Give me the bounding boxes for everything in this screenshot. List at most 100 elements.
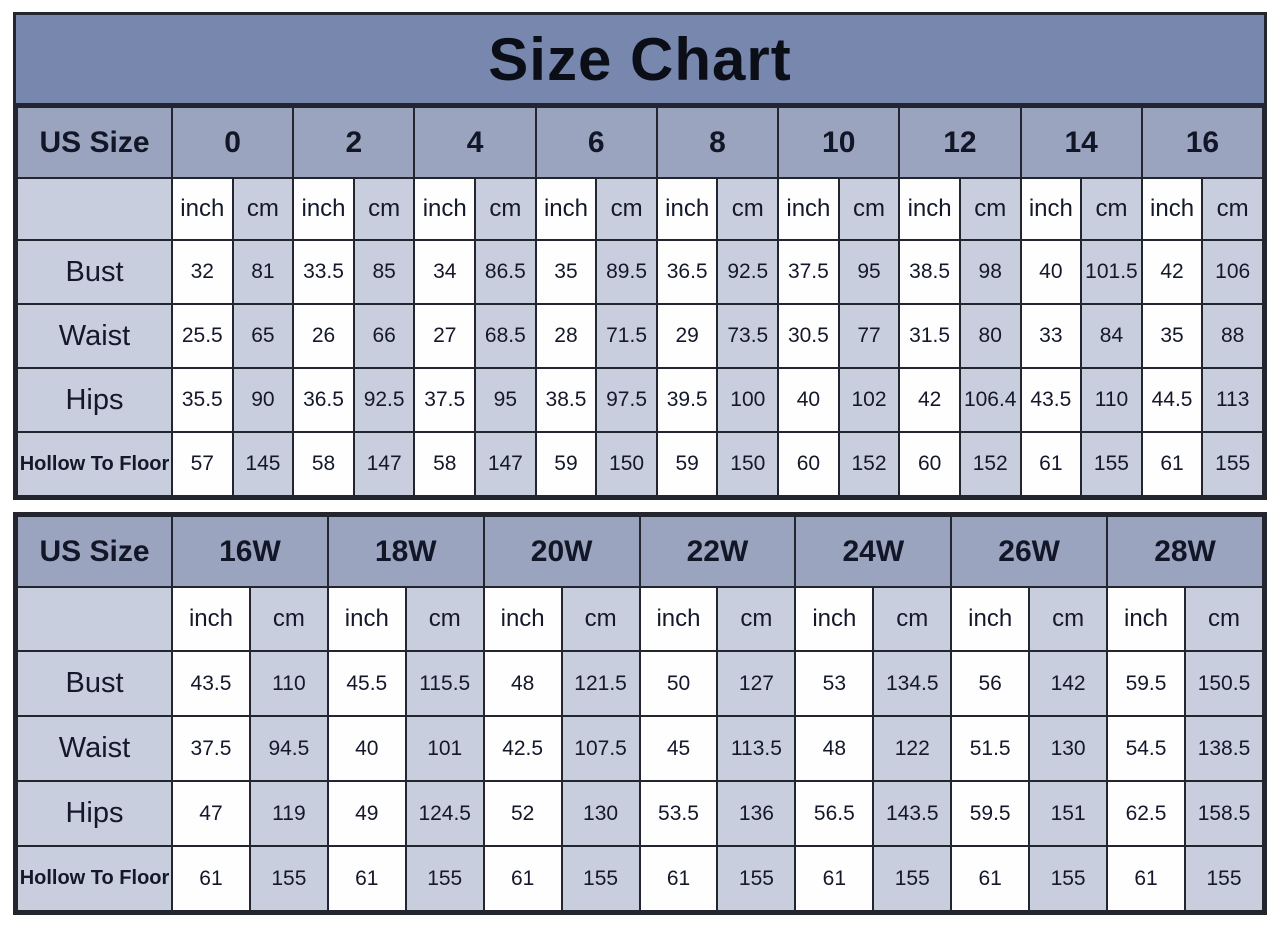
inch-value-cell: 31.5 [898, 303, 961, 369]
measurement-label: Hips [16, 780, 173, 847]
cm-value-cell: 77 [837, 303, 901, 369]
inch-value-cell: 35.5 [171, 367, 234, 433]
inch-value-cell: 48 [482, 650, 563, 717]
size-header-10: 10 [777, 106, 901, 179]
inch-value-cell: 52 [482, 780, 563, 847]
cm-value-cell: 66 [352, 303, 416, 369]
cm-value-cell: 119 [248, 780, 329, 847]
size-header-0: 0 [170, 106, 295, 179]
cm-value-cell: 151 [1028, 780, 1109, 847]
unit-header-inch: inch [413, 177, 477, 241]
cm-value-cell: 143.5 [872, 780, 953, 847]
cm-value-cell: 95 [474, 367, 537, 433]
cm-value-cell: 113 [1201, 367, 1264, 433]
unit-header-inch: inch [534, 177, 598, 241]
inch-value-cell: 36.5 [292, 367, 355, 433]
size-header-22w: 22W [638, 515, 797, 588]
inch-value-cell: 54.5 [1106, 715, 1186, 782]
standard-sizes-table: US Size 0 2 4 6 8 10 12 14 16 inch cm inch cm inch cm in… [16, 106, 1265, 497]
measurement-label: Waist [16, 303, 173, 369]
measurement-label: Bust [16, 239, 173, 305]
cm-value-cell: 121.5 [560, 650, 641, 717]
unit-header-row: inch cm inch cm inch cm inch cm inch cm inch cm inch… [16, 586, 1265, 652]
cm-value-cell: 97.5 [595, 367, 658, 433]
inch-value-cell: 36.5 [655, 239, 719, 305]
measurement-row: Hips 47 119 49 124.5 52 130 53.5 136 56.5 143.5 59.… [16, 780, 1265, 847]
measurement-row: Bust 43.5 110 45.5 115.5 48 121.5 50 127 53 134.5 5… [16, 650, 1265, 717]
unit-header-cm: cm [837, 177, 901, 241]
inch-value-cell: 40 [326, 715, 407, 782]
inch-value-cell: 59 [534, 431, 598, 497]
cm-value-cell: 155 [716, 845, 797, 912]
size-header-18w: 18W [326, 515, 485, 588]
cm-value-cell: 142 [1028, 650, 1109, 717]
unit-header-row: inch cm inch cm inch cm inch cm inch cm inch cm inch… [16, 177, 1264, 241]
size-header-24w: 24W [794, 515, 953, 588]
size-header-20w: 20W [482, 515, 641, 588]
inch-value-cell: 35 [534, 239, 598, 305]
unit-header-cm: cm [1201, 177, 1264, 241]
cm-value-cell: 102 [837, 367, 901, 433]
size-header-14: 14 [1019, 106, 1143, 179]
cm-value-cell: 110 [1080, 367, 1143, 433]
inch-value-cell: 38.5 [898, 239, 961, 305]
cm-value-cell: 95 [837, 239, 901, 305]
chart-title: Size Chart [16, 15, 1264, 106]
unit-header-cm: cm [352, 177, 416, 241]
inch-value-cell: 32 [171, 239, 234, 305]
unit-header-cm: cm [404, 586, 485, 652]
inch-value-cell: 47 [171, 780, 251, 847]
cm-value-cell: 101 [404, 715, 485, 782]
inch-value-cell: 57 [171, 431, 234, 497]
inch-value-cell: 60 [777, 431, 840, 497]
cm-value-cell: 100 [716, 367, 780, 433]
inch-value-cell: 49 [326, 780, 407, 847]
size-header-6: 6 [534, 106, 658, 179]
plus-sizes-section: US Size 16W 18W 20W 22W 24W 26W 28W inch cm inch cm… [13, 512, 1267, 915]
inch-value-cell: 25.5 [171, 303, 234, 369]
unit-header-cm: cm [248, 586, 329, 652]
unit-header-cm: cm [474, 177, 537, 241]
unit-header-cm: cm [1080, 177, 1143, 241]
cm-value-cell: 88 [1201, 303, 1264, 369]
inch-value-cell: 58 [292, 431, 355, 497]
blank-corner-cell [16, 586, 173, 652]
inch-value-cell: 48 [794, 715, 875, 782]
measurement-label: Hollow To Floor [16, 845, 173, 912]
inch-value-cell: 51.5 [950, 715, 1031, 782]
inch-value-cell: 35 [1140, 303, 1204, 369]
cm-value-cell: 130 [1028, 715, 1109, 782]
cm-value-cell: 89.5 [595, 239, 658, 305]
cm-value-cell: 147 [474, 431, 537, 497]
inch-value-cell: 39.5 [655, 367, 719, 433]
inch-value-cell: 43.5 [1019, 367, 1083, 433]
size-header-16: 16 [1140, 106, 1265, 179]
cm-value-cell: 155 [1028, 845, 1109, 912]
unit-header-inch: inch [1106, 586, 1186, 652]
cm-value-cell: 147 [352, 431, 416, 497]
inch-value-cell: 58 [413, 431, 477, 497]
cm-value-cell: 155 [1183, 845, 1265, 912]
us-size-corner-label: US Size [16, 106, 173, 179]
cm-value-cell: 68.5 [474, 303, 537, 369]
cm-value-cell: 155 [872, 845, 953, 912]
plus-sizes-table: US Size 16W 18W 20W 22W 24W 26W 28W inch cm inch cm… [16, 515, 1265, 912]
standard-sizes-section: Size Chart US Size 0 2 4 6 8 10 12 14 16 inch cm inc… [13, 12, 1267, 500]
inch-value-cell: 62.5 [1106, 780, 1186, 847]
cm-value-cell: 122 [872, 715, 953, 782]
cm-value-cell: 73.5 [716, 303, 780, 369]
inch-value-cell: 45.5 [326, 650, 407, 717]
cm-value-cell: 85 [352, 239, 416, 305]
inch-value-cell: 61 [171, 845, 251, 912]
blank-corner-cell [16, 177, 173, 241]
cm-value-cell: 115.5 [404, 650, 485, 717]
inch-value-cell: 33 [1019, 303, 1083, 369]
unit-header-cm: cm [231, 177, 295, 241]
cm-value-cell: 152 [837, 431, 901, 497]
cm-value-cell: 94.5 [248, 715, 329, 782]
inch-value-cell: 26 [292, 303, 355, 369]
unit-header-inch: inch [171, 586, 251, 652]
cm-value-cell: 92.5 [352, 367, 416, 433]
unit-header-inch: inch [898, 177, 961, 241]
